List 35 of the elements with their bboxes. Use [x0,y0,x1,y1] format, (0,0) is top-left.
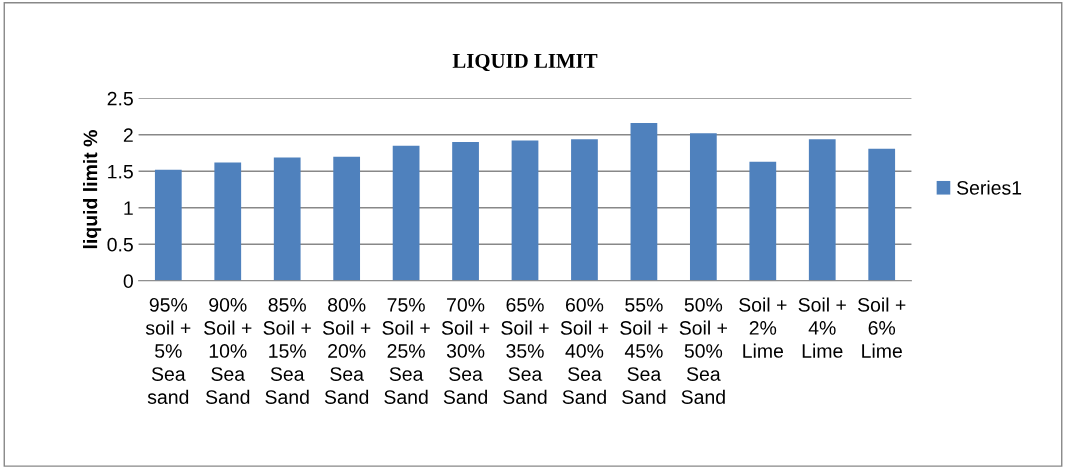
bar [630,123,658,281]
bar [333,156,361,281]
y-tick-label: 1.5 [108,164,133,179]
y-tick-label: 0.5 [107,237,133,252]
x-tick-label: 60% Soil + 40% Sea Sand [560,297,609,404]
bar [868,148,896,281]
x-tick-label: 90% Soil + 10% Sea Sand [204,297,252,404]
x-tick-label: Soil + 2% Lime [739,297,787,358]
x-tick-label: 85% Soil + 15% Sea Sand [263,297,311,404]
chart-title: LIQUID LIMIT [452,53,598,72]
bar [392,145,420,281]
bar [214,162,242,281]
bar [452,142,479,281]
bar [808,139,836,281]
legend-label: Series1 [956,180,1022,195]
bar [571,139,598,281]
bar [273,157,301,281]
y-tick-label: 2 [123,128,133,142]
x-tick-label: 75% Soil + 25% Sea Sand [382,298,430,404]
y-axis-title: liquid limit % [83,130,102,249]
x-tick-label: 80% Soil + 20% Sea Sand [322,297,371,404]
bar [154,169,182,281]
x-tick-label: 50% Soil + 50% Sea Sand [679,297,727,404]
y-tick-label: 1 [124,201,133,215]
bar [749,161,777,281]
y-tick-label: 2.5 [107,91,133,106]
x-tick-label: Soil + 6% Lime [858,297,906,358]
x-tick-label: Soil + 4% Lime [798,297,846,358]
x-tick-label: 70% Soil + 30% Sea Sand [441,297,490,404]
y-tick-label: 0 [123,274,133,289]
bar [689,133,717,281]
bar [511,140,539,281]
x-tick-label: 65% Soil + 35% Sea Sand [501,297,549,404]
x-tick-label: 95% soil + 5% Sea sand [145,297,191,404]
x-tick-label: 55% Soil + 45% Sea Sand [620,298,668,404]
